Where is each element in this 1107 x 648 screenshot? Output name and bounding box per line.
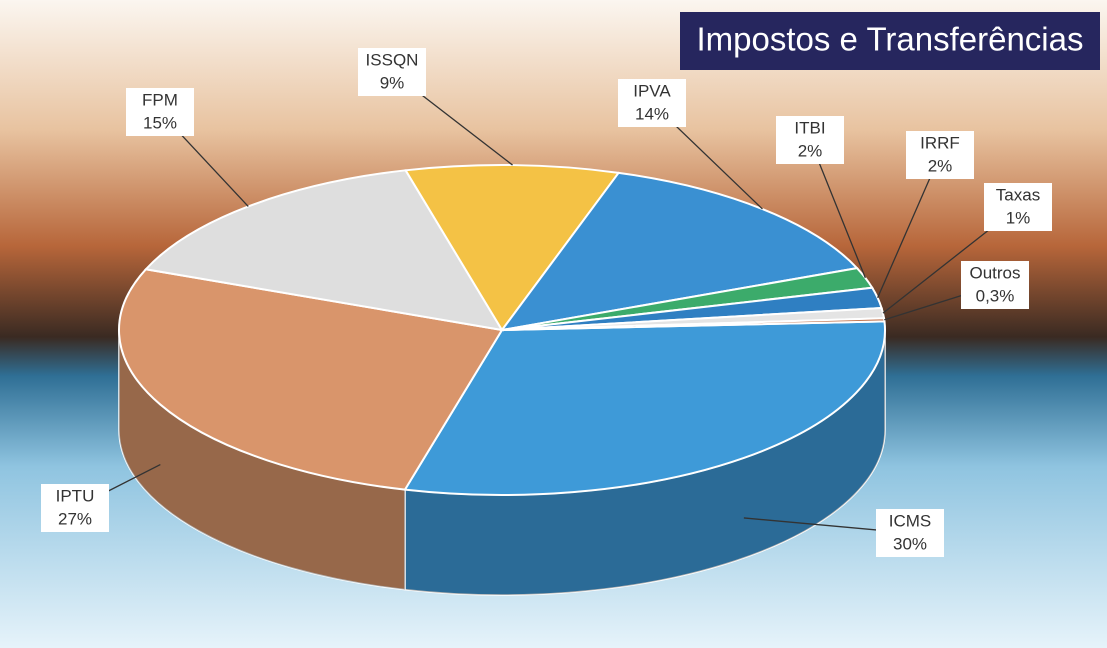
label-name: Taxas (996, 185, 1040, 204)
label-value: 14% (635, 104, 669, 123)
label-value: 27% (58, 509, 92, 528)
label-box (41, 484, 109, 532)
slice (501, 317, 886, 331)
label-value: 9% (380, 73, 405, 92)
slice-side-shade (404, 330, 885, 595)
label-name: IPTU (56, 486, 95, 505)
label-name: ITBI (794, 118, 825, 137)
label-value: 2% (928, 156, 953, 175)
label-name: ISSQN (366, 50, 419, 69)
label-name: FPM (142, 90, 178, 109)
slice (118, 268, 504, 491)
slice-side-shade (119, 330, 405, 590)
label-value: 15% (143, 113, 177, 132)
label-name: IRRF (920, 133, 960, 152)
label-value: 0,3% (976, 286, 1015, 305)
label-box (876, 509, 944, 557)
label-name: Outros (969, 263, 1020, 282)
label-value: 1% (1006, 208, 1031, 227)
chart-title: Impostos e Transferências (696, 21, 1083, 58)
label-name: IPVA (633, 81, 671, 100)
label-box (961, 261, 1029, 309)
label-box (618, 79, 686, 127)
pie (118, 164, 886, 596)
label-box (126, 88, 194, 136)
label-box (776, 116, 844, 164)
label-box (984, 183, 1052, 231)
label-name: ICMS (889, 511, 932, 530)
label-box (358, 48, 426, 96)
title-box (680, 12, 1100, 70)
labels: ICMS 30% IPTU 27% FPM 15% ISSQN 9% IPVA 14% ITBI 2%… (41, 48, 1052, 557)
label-value: 2% (798, 141, 823, 160)
label-box (906, 131, 974, 179)
label-value: 30% (893, 534, 927, 553)
slice (143, 169, 504, 332)
slice (403, 320, 886, 496)
